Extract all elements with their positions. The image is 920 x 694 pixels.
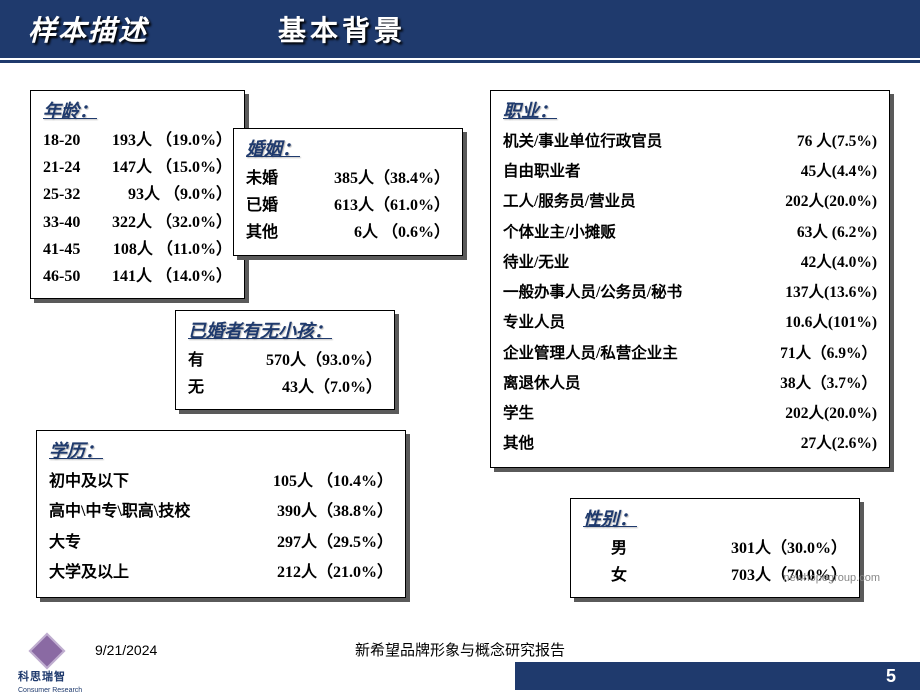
- table-row: 高中\中专\职高\技校390人（38.8%）: [49, 497, 393, 527]
- table-row: 学生202人(20.0%): [503, 399, 877, 429]
- panel-title-gender: 性别：: [583, 505, 847, 531]
- table-row: 个体业主/小摊贩63人 (6.2%): [503, 218, 877, 248]
- brand-logo: 科思瑞智 Consumer Research: [18, 634, 78, 682]
- table-row: 待业/无业42人(4.0%): [503, 248, 877, 278]
- panel-title-occupation: 职业：: [503, 97, 877, 123]
- panel-occupation: 职业： 机关/事业单位行政官员76 人(7.5%)自由职业者45人(4.4%)工…: [490, 90, 890, 468]
- table-row: 大专297人（29.5%）: [49, 528, 393, 558]
- table-row: 初中及以下105人 （10.4%）: [49, 467, 393, 497]
- table-row: 一般办事人员/公务员/秘书137人(13.6%): [503, 278, 877, 308]
- footer-url: newhopegroup.com: [783, 572, 880, 584]
- age-rows: 18-20193人（19.0%）21-24147人（15.0%）25-3293人…: [43, 127, 232, 290]
- table-row: 自由职业者45人(4.4%): [503, 157, 877, 187]
- table-row: 男301人（30.0%）: [611, 535, 847, 562]
- table-row: 其他27人(2.6%): [503, 429, 877, 459]
- table-row: 21-24147人（15.0%）: [43, 154, 232, 181]
- header-underline: [0, 60, 920, 63]
- brand-sub: Consumer Research: [18, 687, 82, 694]
- diamond-icon: [29, 633, 66, 670]
- table-row: 41-45108人（11.0%）: [43, 236, 232, 263]
- panel-title-marriage: 婚姻：: [246, 135, 450, 161]
- brand-name: 科思瑞智: [18, 668, 66, 684]
- table-row: 离退休人员38人（3.7%）: [503, 369, 877, 399]
- page-title-right: 基本背景: [278, 9, 406, 49]
- table-row: 已婚613人（61.0%）: [246, 192, 450, 219]
- table-row: 未婚385人（38.4%）: [246, 165, 450, 192]
- table-row: 有570人（93.0%）: [188, 347, 382, 374]
- panel-title-education: 学历：: [49, 437, 393, 463]
- children-rows: 有570人（93.0%）无43人（7.0%）: [188, 347, 382, 401]
- table-row: 无43人（7.0%）: [188, 374, 382, 401]
- table-row: 其他6人 （0.6%）: [246, 219, 450, 246]
- footer-center: 新希望品牌形象与概念研究报告: [355, 639, 565, 660]
- table-row: 企业管理人员/私营企业主71人（6.9%）: [503, 339, 877, 369]
- panel-children: 已婚者有无小孩： 有570人（93.0%）无43人（7.0%）: [175, 310, 395, 410]
- panel-education: 学历： 初中及以下105人 （10.4%）高中\中专\职高\技校390人（38.…: [36, 430, 406, 598]
- table-row: 工人/服务员/营业员202人(20.0%): [503, 187, 877, 217]
- occupation-rows: 机关/事业单位行政官员76 人(7.5%)自由职业者45人(4.4%)工人/服务…: [503, 127, 877, 459]
- panel-title-children: 已婚者有无小孩：: [188, 317, 382, 343]
- table-row: 33-40322人（32.0%）: [43, 209, 232, 236]
- panel-marriage: 婚姻： 未婚385人（38.4%）已婚613人（61.0%）其他6人 （0.6%…: [233, 128, 463, 256]
- table-row: 46-50141人（14.0%）: [43, 263, 232, 290]
- header-bar: 样本描述 基本背景: [0, 0, 920, 58]
- footer-date: 9/21/2024: [95, 642, 157, 658]
- table-row: 专业人员10.6人(101%): [503, 308, 877, 338]
- education-rows: 初中及以下105人 （10.4%）高中\中专\职高\技校390人（38.8%）大…: [49, 467, 393, 589]
- panel-title-age: 年龄：: [43, 97, 232, 123]
- table-row: 大学及以上212人（21.0%）: [49, 558, 393, 588]
- page-number: 5: [515, 662, 920, 690]
- table-row: 25-3293人（9.0%）: [43, 181, 232, 208]
- panel-age: 年龄： 18-20193人（19.0%）21-24147人（15.0%）25-3…: [30, 90, 245, 299]
- page-title-left: 样本描述: [28, 9, 148, 49]
- table-row: 18-20193人（19.0%）: [43, 127, 232, 154]
- marriage-rows: 未婚385人（38.4%）已婚613人（61.0%）其他6人 （0.6%）: [246, 165, 450, 247]
- table-row: 机关/事业单位行政官员76 人(7.5%): [503, 127, 877, 157]
